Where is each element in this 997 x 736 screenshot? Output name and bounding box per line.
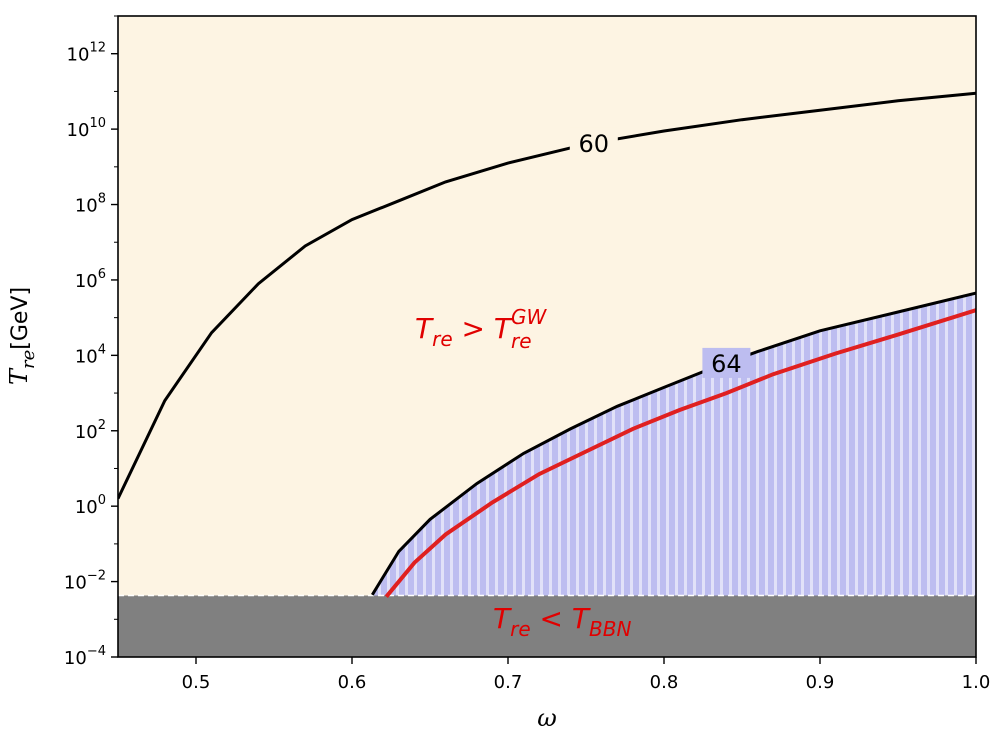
label-gw-T: T — [415, 312, 434, 345]
y-tick-label: 10−2 — [64, 569, 106, 594]
x-tick-label: 0.5 — [182, 672, 211, 693]
contour-line-64 — [371, 291, 976, 596]
contour-label-64-group: 64 — [702, 347, 751, 378]
y-axis-label: Tre[GeV] — [5, 287, 39, 385]
axes-frame — [117, 15, 977, 658]
contour-label-60-gap — [569, 127, 618, 158]
gw-excluded-region — [372, 293, 976, 657]
label-gw-sup: GW — [511, 305, 547, 329]
label-bbn-T2: T — [572, 602, 591, 635]
y-axis: 10−4 10−2 100 102 104 106 108 1010 1012 — [64, 15, 118, 669]
bbn-excluded-region — [118, 595, 976, 657]
y-tick-label: 108 — [75, 192, 106, 217]
contour-line-60 — [118, 91, 976, 500]
contour-label-60-group: 60 — [569, 127, 618, 158]
y-tick-label: 104 — [75, 342, 106, 367]
x-axis: 0.5 0.6 0.7 0.8 0.9 1.0 — [182, 657, 991, 693]
label-gw-T2: T — [494, 312, 513, 345]
y-label-unit: [GeV] — [8, 287, 33, 350]
y-tick-label: 1010 — [67, 116, 106, 141]
region-label-gw: Tre > TGW re — [415, 305, 548, 353]
label-gw-sub2: re — [511, 329, 532, 353]
y-tick-label: 100 — [75, 493, 106, 518]
x-tick-label: 0.9 — [806, 672, 835, 693]
x-tick-label: 0.8 — [650, 672, 679, 693]
contour-label-64-gap — [702, 347, 751, 378]
label-bbn-op: < — [531, 602, 572, 635]
y-label-subscript: re — [18, 350, 39, 369]
plot-area — [118, 16, 976, 657]
y-label-symbol: T — [5, 367, 33, 385]
y-tick-label: 10−4 — [64, 644, 106, 669]
x-tick-label: 0.6 — [338, 672, 367, 693]
contour-label-64: 64 — [711, 350, 742, 378]
gw-boundary-line — [384, 308, 976, 598]
y-tick-label: 1012 — [67, 41, 106, 66]
label-bbn-sub2: BBN — [589, 617, 631, 641]
label-bbn-T: T — [493, 602, 512, 635]
x-tick-label: 1.0 — [962, 672, 991, 693]
label-bbn-sub: re — [510, 617, 531, 641]
contour-label-60: 60 — [579, 130, 610, 158]
label-gw-sub: re — [432, 327, 453, 351]
region-label-bbn: Tre < TBBN — [493, 602, 631, 641]
y-tick-label: 106 — [75, 267, 106, 292]
x-tick-label: 0.7 — [494, 672, 523, 693]
y-tick-label: 102 — [75, 418, 106, 443]
label-gw-op: > — [453, 312, 494, 345]
x-axis-label: ω — [537, 704, 557, 732]
